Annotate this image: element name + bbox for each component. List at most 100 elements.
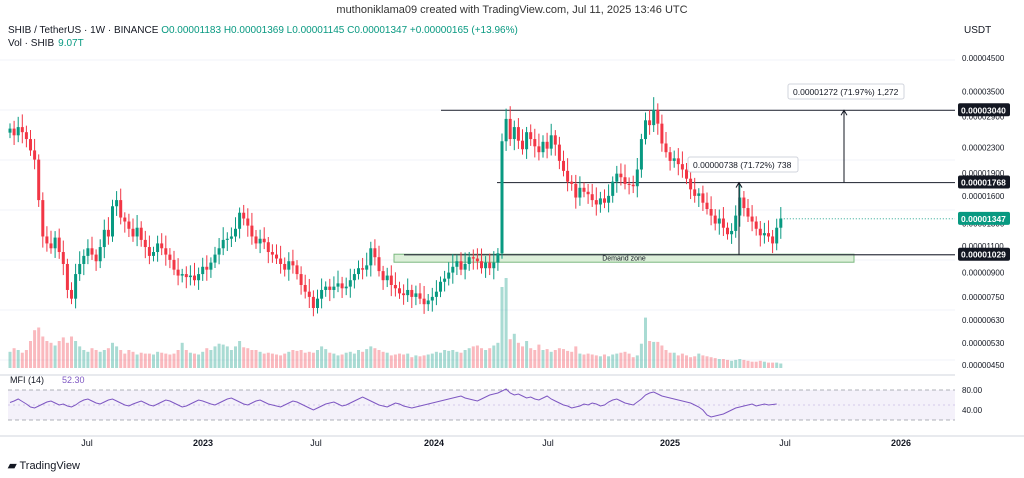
- time-tick-7: 2026: [891, 438, 911, 448]
- candle-53: [225, 232, 229, 252]
- volume-bar-92: [385, 352, 389, 368]
- candle-32: [139, 221, 143, 247]
- candle-body: [164, 248, 168, 255]
- candle-166: [689, 169, 693, 200]
- volume-bar-43: [184, 350, 188, 368]
- candle-body: [603, 198, 606, 203]
- candle-body: [771, 236, 775, 244]
- candle-body: [102, 229, 106, 248]
- candle-body: [434, 291, 438, 297]
- candle-83: [348, 268, 352, 298]
- price-tick-9: 0.00000750: [962, 293, 1005, 302]
- currency-label[interactable]: USDT: [964, 25, 992, 36]
- volume-label[interactable]: Vol · SHIB: [8, 38, 55, 49]
- candle-165: [685, 162, 688, 185]
- candle-body: [299, 274, 303, 285]
- candle-105: [439, 276, 442, 298]
- candle-27: [119, 188, 123, 225]
- price-label-3: 0.00001029: [958, 247, 1010, 261]
- volume-bar-51: [217, 343, 221, 368]
- candle-168: [697, 188, 701, 207]
- candle-178: [738, 184, 742, 227]
- measure-arrow: [840, 109, 848, 116]
- volume-bar-81: [340, 354, 344, 368]
- volume-bar-67: [283, 353, 287, 368]
- candle-body: [53, 237, 57, 249]
- candle-body: [648, 120, 652, 126]
- symbol-info: SHIB / TetherUS · 1W · BINANCE O0.000011…: [8, 25, 518, 36]
- volume-bar-8: [41, 336, 45, 368]
- candle-body: [730, 230, 734, 235]
- candle-70: [295, 260, 299, 280]
- candle-body: [619, 173, 623, 178]
- candle-body: [365, 265, 369, 270]
- symbol-line[interactable]: SHIB / TetherUS · 1W · BINANCE: [8, 25, 159, 36]
- volume-bar-119: [496, 342, 500, 368]
- candle-body: [635, 169, 639, 187]
- candle-183: [758, 221, 762, 247]
- volume-bar-34: [147, 353, 151, 368]
- candle-body: [721, 218, 725, 228]
- candle-99: [414, 285, 418, 306]
- level-lines[interactable]: [404, 109, 955, 256]
- candle-body: [78, 263, 82, 275]
- volume-bar-25: [111, 342, 114, 368]
- volume-bar-147: [611, 354, 615, 368]
- candle-body: [246, 218, 250, 226]
- candle-19: [86, 239, 90, 265]
- volume-bar-162: [672, 352, 676, 368]
- candle-137: [570, 175, 574, 191]
- volume-bar-171: [709, 357, 713, 368]
- candle-47: [201, 257, 205, 281]
- volume-bar-150: [623, 351, 627, 368]
- candle-body: [373, 248, 377, 258]
- candle-138: [574, 174, 578, 209]
- volume-bar-183: [758, 360, 762, 368]
- candle-179: [742, 191, 746, 217]
- candle-31: [135, 215, 139, 247]
- volume-bar-99: [414, 355, 418, 368]
- volume-bar-38: [164, 353, 168, 368]
- candle-body: [426, 300, 430, 305]
- candle-40: [172, 250, 176, 276]
- demand-zone[interactable]: Demand zone: [393, 253, 855, 263]
- candle-132: [549, 123, 553, 156]
- candle-97: [406, 278, 410, 302]
- volume-bar-159: [660, 345, 664, 368]
- candle-body: [131, 228, 135, 237]
- candle-1: [12, 120, 16, 145]
- candle-body: [512, 127, 516, 140]
- candle-body: [746, 208, 750, 217]
- candle-body: [180, 274, 184, 276]
- volume-bar-161: [668, 352, 672, 368]
- volume-bar-70: [295, 350, 299, 368]
- candle-body: [525, 132, 529, 150]
- volume-bar-59: [250, 350, 254, 368]
- candle-94: [393, 272, 397, 297]
- volume-bar-141: [586, 353, 590, 368]
- measure-label: 0.00000738 (71.72%) 738: [693, 160, 792, 170]
- candle-10: [49, 230, 53, 254]
- candle-113: [471, 249, 475, 270]
- volume-bar-103: [430, 353, 434, 368]
- volume-bar-17: [78, 346, 82, 368]
- candle-body: [451, 266, 455, 273]
- volume-bar-96: [402, 354, 406, 368]
- volume-bar-158: [656, 341, 660, 368]
- candle-130: [541, 135, 545, 158]
- candle-body: [586, 191, 590, 195]
- volume-bar-113: [471, 346, 475, 368]
- time-tick-4: Jul: [542, 438, 554, 448]
- candles: [8, 97, 783, 317]
- candle-135: [562, 150, 565, 177]
- candle-120: [500, 133, 504, 259]
- price-axis[interactable]: 0.00004500 0.00003500 0.00002900 0.00002300…: [958, 54, 1010, 370]
- candle-body: [644, 120, 647, 140]
- tradingview-logo[interactable]: ▰ TradingView: [8, 459, 80, 473]
- time-axis[interactable]: Jul 2023 Jul 2024 Jul 2025 Jul 2026: [0, 435, 1024, 448]
- measure-tools[interactable]: 0.00001272 (71.97%) 1,272 0.00000738 (71.…: [687, 83, 905, 255]
- candle-136: [566, 158, 570, 192]
- candle-body: [406, 289, 410, 296]
- candle-3: [20, 114, 24, 144]
